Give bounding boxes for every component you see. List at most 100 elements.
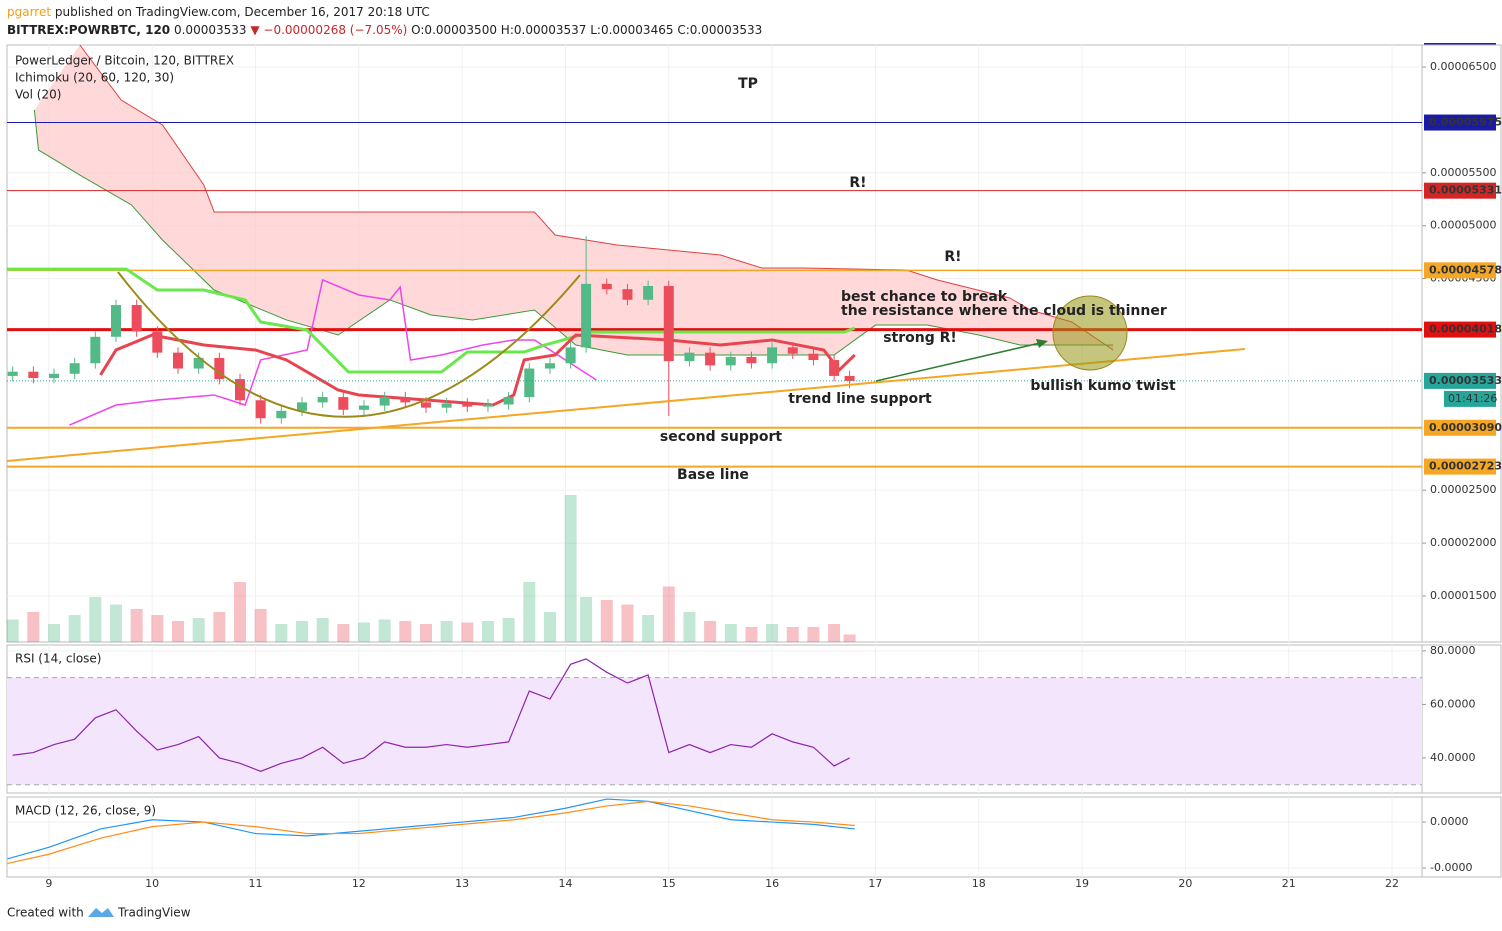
indicator-line — [99, 333, 856, 407]
candle-body — [524, 368, 535, 398]
brand[interactable]: TradingView — [117, 906, 191, 920]
pane-title: MACD (12, 26, close, 9) — [15, 804, 156, 818]
volume-bar — [254, 609, 267, 642]
candle-body — [643, 286, 654, 300]
volume-bar — [110, 604, 123, 642]
volume-bar — [89, 597, 102, 642]
y-tick-label: 0.00005000 — [1430, 219, 1496, 232]
volume-bar — [564, 495, 577, 642]
volume-bar — [419, 624, 432, 642]
candle-body — [152, 331, 163, 353]
x-tick-label: 10 — [145, 877, 159, 890]
annotation: R! — [944, 249, 961, 265]
volume-bar — [642, 615, 655, 642]
candle-body — [808, 353, 819, 361]
y-tick-label: -0.0000 — [1430, 861, 1472, 874]
volume-bar — [704, 621, 717, 642]
volume-bar — [171, 621, 184, 642]
annotation: TP — [738, 76, 758, 92]
candle-body — [565, 347, 576, 364]
volume-bar — [600, 600, 613, 642]
candle-body — [172, 352, 183, 369]
change: ▼ −0.00000268 (−7.05%) — [250, 23, 407, 37]
candle-body — [684, 352, 695, 362]
level-label: 0.00004018 — [1429, 323, 1502, 336]
plot: 0.000065000.000055000.000050000.00004500… — [6, 44, 1502, 890]
volume-bar — [621, 604, 634, 642]
macd-line — [7, 798, 855, 860]
volume-bar — [461, 622, 474, 642]
candle-body — [69, 363, 80, 374]
x-tick-label: 19 — [1075, 877, 1089, 890]
x-tick-label: 15 — [662, 877, 676, 890]
candle-body — [705, 352, 716, 366]
annotation: best chance to break — [841, 289, 1008, 305]
level-label: 0.00005331 — [1429, 184, 1502, 197]
volume-bar — [337, 624, 350, 642]
y-tick-label: 80.0000 — [1430, 644, 1476, 657]
annotation: Base line — [677, 467, 749, 483]
level-label-box — [1424, 114, 1496, 131]
drawings: TP R! R! best chance to break the resist… — [6, 76, 1246, 483]
ohlc-low: L:0.00003465 — [590, 23, 673, 37]
candle-body — [663, 286, 674, 362]
y-tick-label: 60.0000 — [1430, 697, 1476, 710]
level-label: 0.00004578 — [1429, 263, 1502, 276]
y-tick-label: 0.00002000 — [1430, 536, 1496, 549]
candle-body — [131, 305, 142, 332]
candle-body — [379, 397, 390, 406]
rsi-band — [7, 677, 1422, 785]
volume-bar — [807, 627, 820, 642]
volume-bar — [378, 619, 391, 642]
last-label-box — [1424, 372, 1496, 389]
candle-body — [400, 397, 411, 403]
candle-body — [725, 356, 736, 366]
volume-bar — [192, 618, 205, 642]
volume-bar — [543, 612, 556, 642]
published: published on TradingView.com, December 1… — [55, 5, 430, 19]
curve — [117, 271, 581, 418]
y-tick-label: 0.00002500 — [1430, 483, 1496, 496]
footer-text: Created with — [7, 906, 84, 920]
candle-body — [358, 405, 369, 410]
y-tick-label: 40.0000 — [1430, 751, 1476, 764]
axis-bg — [1421, 796, 1502, 878]
candle-body — [441, 403, 452, 408]
volume-bar — [233, 582, 246, 642]
volume-bar — [440, 621, 453, 642]
x-tick-label: 12 — [352, 877, 366, 890]
last-price-label: 0.00003533 — [1429, 374, 1502, 387]
candle-body — [317, 397, 328, 403]
volume-bar — [745, 627, 758, 642]
symbol-line: BITTREX:POWRBTC, 120 0.00003533 ▼ −0.000… — [7, 23, 762, 37]
level-label-box — [1424, 321, 1496, 338]
volume-bar — [399, 621, 412, 642]
user[interactable]: pgarret — [7, 5, 51, 19]
candle-body — [746, 356, 757, 364]
x-tick-label: 18 — [972, 877, 986, 890]
annotation: second support — [660, 429, 782, 445]
volume-bar — [580, 597, 593, 642]
ohlc-close: C:0.00003533 — [677, 23, 762, 37]
arrow-line — [875, 342, 1041, 382]
volume-bar — [662, 586, 675, 642]
rsi-line — [12, 658, 850, 772]
x-tick-label: 11 — [248, 877, 262, 890]
volume-bar — [357, 622, 370, 642]
level-label: 0.00003090 — [1429, 421, 1502, 434]
y-tick-label: 0.00001500 — [1430, 589, 1496, 602]
x-tick-label: 9 — [45, 877, 52, 890]
cloud-upper — [79, 44, 1114, 351]
volume-bar — [130, 609, 143, 642]
x-tick-label: 16 — [765, 877, 779, 890]
y-tick-label: 0.00006500 — [1430, 60, 1496, 73]
volume-bar — [828, 624, 841, 642]
volume-bar — [724, 624, 737, 642]
candle-body — [581, 283, 592, 348]
volume-bar — [151, 615, 164, 642]
candle-body — [338, 397, 349, 410]
x-tick-label: 14 — [558, 877, 572, 890]
